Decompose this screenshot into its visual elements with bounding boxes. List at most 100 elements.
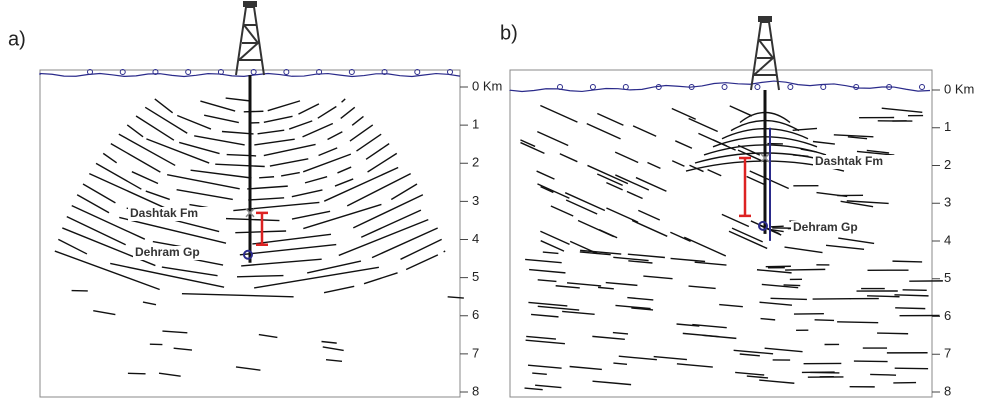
reflector <box>730 106 752 116</box>
reflector <box>335 179 353 186</box>
depth-tick-label: 2 <box>944 157 951 172</box>
reflector <box>182 294 294 297</box>
reflector <box>323 347 344 351</box>
reflector <box>227 155 256 156</box>
dip-symbol <box>755 85 760 90</box>
reflector <box>643 276 672 279</box>
reflector <box>837 322 878 323</box>
reflector <box>895 308 925 309</box>
reflector <box>162 267 218 276</box>
reflector <box>342 99 346 102</box>
reflector <box>167 175 240 189</box>
reflector <box>543 252 559 253</box>
reflector <box>119 217 226 243</box>
reflector <box>538 280 557 282</box>
reflector <box>191 170 252 178</box>
reflector <box>179 142 219 153</box>
depth-tick-label: 6 <box>472 307 479 322</box>
annotation: Dehram Gp <box>793 220 858 234</box>
reflector <box>735 372 764 375</box>
reflector <box>328 132 343 140</box>
reflector <box>347 174 410 206</box>
reflector <box>247 186 288 189</box>
reflector <box>372 228 438 258</box>
depth-tick-label: 0 Km <box>944 81 974 96</box>
reflector <box>636 178 666 192</box>
reflector <box>96 163 141 189</box>
reflector <box>785 269 825 270</box>
reflector <box>318 107 337 119</box>
reflector <box>258 130 285 134</box>
reflector <box>892 261 922 262</box>
depth-tick-label: 5 <box>472 269 479 284</box>
reflector <box>562 311 594 314</box>
reflector <box>570 367 602 370</box>
reflector <box>525 259 562 262</box>
reflector <box>760 302 792 305</box>
reflector <box>654 357 687 360</box>
reflector <box>531 314 558 316</box>
reflector <box>684 237 726 256</box>
reflector <box>765 348 803 351</box>
dip-symbol <box>788 85 793 90</box>
reflector <box>627 191 643 198</box>
reflector <box>526 340 565 344</box>
reflector <box>556 286 580 288</box>
reflector <box>689 286 716 288</box>
reflector <box>633 126 656 136</box>
reflector <box>551 206 573 216</box>
reflector <box>816 193 847 197</box>
depth-tick-label: 8 <box>944 383 951 398</box>
annotation: Dashtak Fm <box>130 206 198 220</box>
seismic-art <box>40 1 943 390</box>
reflector <box>882 108 923 112</box>
depth-tick-label: 8 <box>472 383 479 398</box>
reflector <box>204 115 239 122</box>
reflector <box>259 335 278 338</box>
reflector <box>759 380 794 383</box>
reflector <box>241 259 322 266</box>
reflector <box>526 336 556 339</box>
reflector <box>638 210 659 220</box>
reflector <box>259 177 274 178</box>
reflector <box>235 231 286 233</box>
reflector <box>738 150 763 161</box>
reflector <box>597 113 623 125</box>
reflector <box>298 104 318 114</box>
reflector <box>567 283 601 286</box>
reflector <box>525 388 543 390</box>
depth-tick-label: 4 <box>472 231 479 246</box>
reflector <box>537 132 568 146</box>
reflector <box>670 232 690 241</box>
reflector <box>813 141 835 144</box>
depth-tick-label: 2 <box>472 155 479 170</box>
derrick <box>236 7 264 75</box>
reflector <box>321 341 336 343</box>
reflector <box>252 234 331 244</box>
reflector <box>613 363 627 364</box>
reflector <box>619 356 657 359</box>
reflector <box>162 331 187 333</box>
reflector <box>540 105 577 122</box>
depth-tick-label: 3 <box>472 193 479 208</box>
reflector <box>784 285 801 286</box>
reflector <box>593 381 632 384</box>
reflector <box>834 135 874 137</box>
depth-tick-label: 0 Km <box>472 78 502 93</box>
reflector <box>587 124 621 139</box>
reflector <box>628 261 652 263</box>
reflector <box>248 198 284 200</box>
reflector <box>226 98 251 101</box>
reflector <box>350 125 373 141</box>
reflector <box>264 144 316 155</box>
reflector <box>848 137 867 139</box>
depth-tick-label: 1 <box>472 117 479 132</box>
reflector <box>448 297 464 298</box>
reflector <box>740 354 760 356</box>
reflector <box>578 221 614 237</box>
depth-tick-label: 4 <box>944 232 951 247</box>
reflector <box>270 159 308 166</box>
reflector <box>93 311 115 315</box>
depth-tick-label: 1 <box>944 119 951 134</box>
